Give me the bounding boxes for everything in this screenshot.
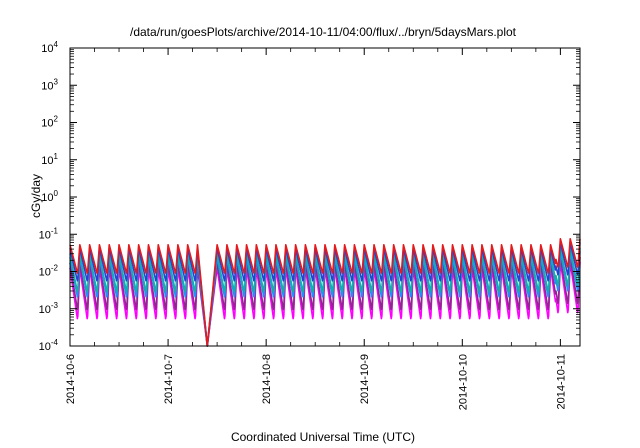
y-tick-base: 10	[41, 155, 53, 167]
ticks-layer: 10410310210110010-110-210-310-42014-10-6…	[39, 40, 580, 410]
y-tick-base: 10	[39, 341, 51, 353]
x-tick-label: 2014-10-8	[261, 354, 273, 404]
y-tick-label: 10-1	[39, 226, 59, 241]
chart-title: /data/run/goesPlots/archive/2014-10-11/0…	[130, 25, 517, 39]
x-tick-label: 2014-10-6	[65, 354, 77, 404]
x-tick-label: 2014-10-7	[163, 354, 175, 404]
series-layer	[69, 238, 581, 347]
y-tick-exponent: -1	[51, 226, 59, 235]
y-tick-base: 10	[39, 267, 51, 279]
y-tick-base: 10	[41, 80, 53, 92]
x-tick-label: 2014-10-11	[555, 354, 567, 409]
y-tick-exponent: 0	[54, 189, 59, 198]
y-tick-label: 10-4	[39, 338, 59, 353]
y-tick-label: 10-3	[39, 301, 59, 316]
y-tick-label: 10-2	[39, 264, 59, 279]
y-tick-base: 10	[39, 229, 51, 241]
x-tick-label: 2014-10-9	[359, 354, 371, 404]
y-tick-label: 100	[41, 189, 58, 204]
y-tick-exponent: 1	[54, 152, 59, 161]
y-tick-base: 10	[41, 43, 53, 55]
y-axis-label: cGy/day	[29, 174, 43, 218]
y-tick-label: 104	[41, 40, 58, 55]
y-tick-base: 10	[41, 118, 53, 130]
y-tick-label: 103	[41, 77, 58, 92]
series-line	[69, 238, 581, 347]
y-tick-label: 102	[41, 115, 58, 130]
y-tick-exponent: -3	[51, 301, 59, 310]
y-tick-exponent: -4	[51, 338, 59, 347]
x-tick-label: 2014-10-10	[457, 354, 469, 410]
y-tick-exponent: -2	[51, 264, 59, 273]
y-tick-exponent: 4	[54, 40, 59, 49]
x-axis-label: Coordinated Universal Time (UTC)	[231, 430, 415, 444]
y-tick-label: 101	[41, 152, 58, 167]
plot-frame	[69, 47, 581, 347]
y-tick-base: 10	[39, 304, 51, 316]
y-tick-base: 10	[41, 192, 53, 204]
y-tick-exponent: 3	[54, 77, 59, 86]
y-tick-exponent: 2	[54, 115, 59, 124]
